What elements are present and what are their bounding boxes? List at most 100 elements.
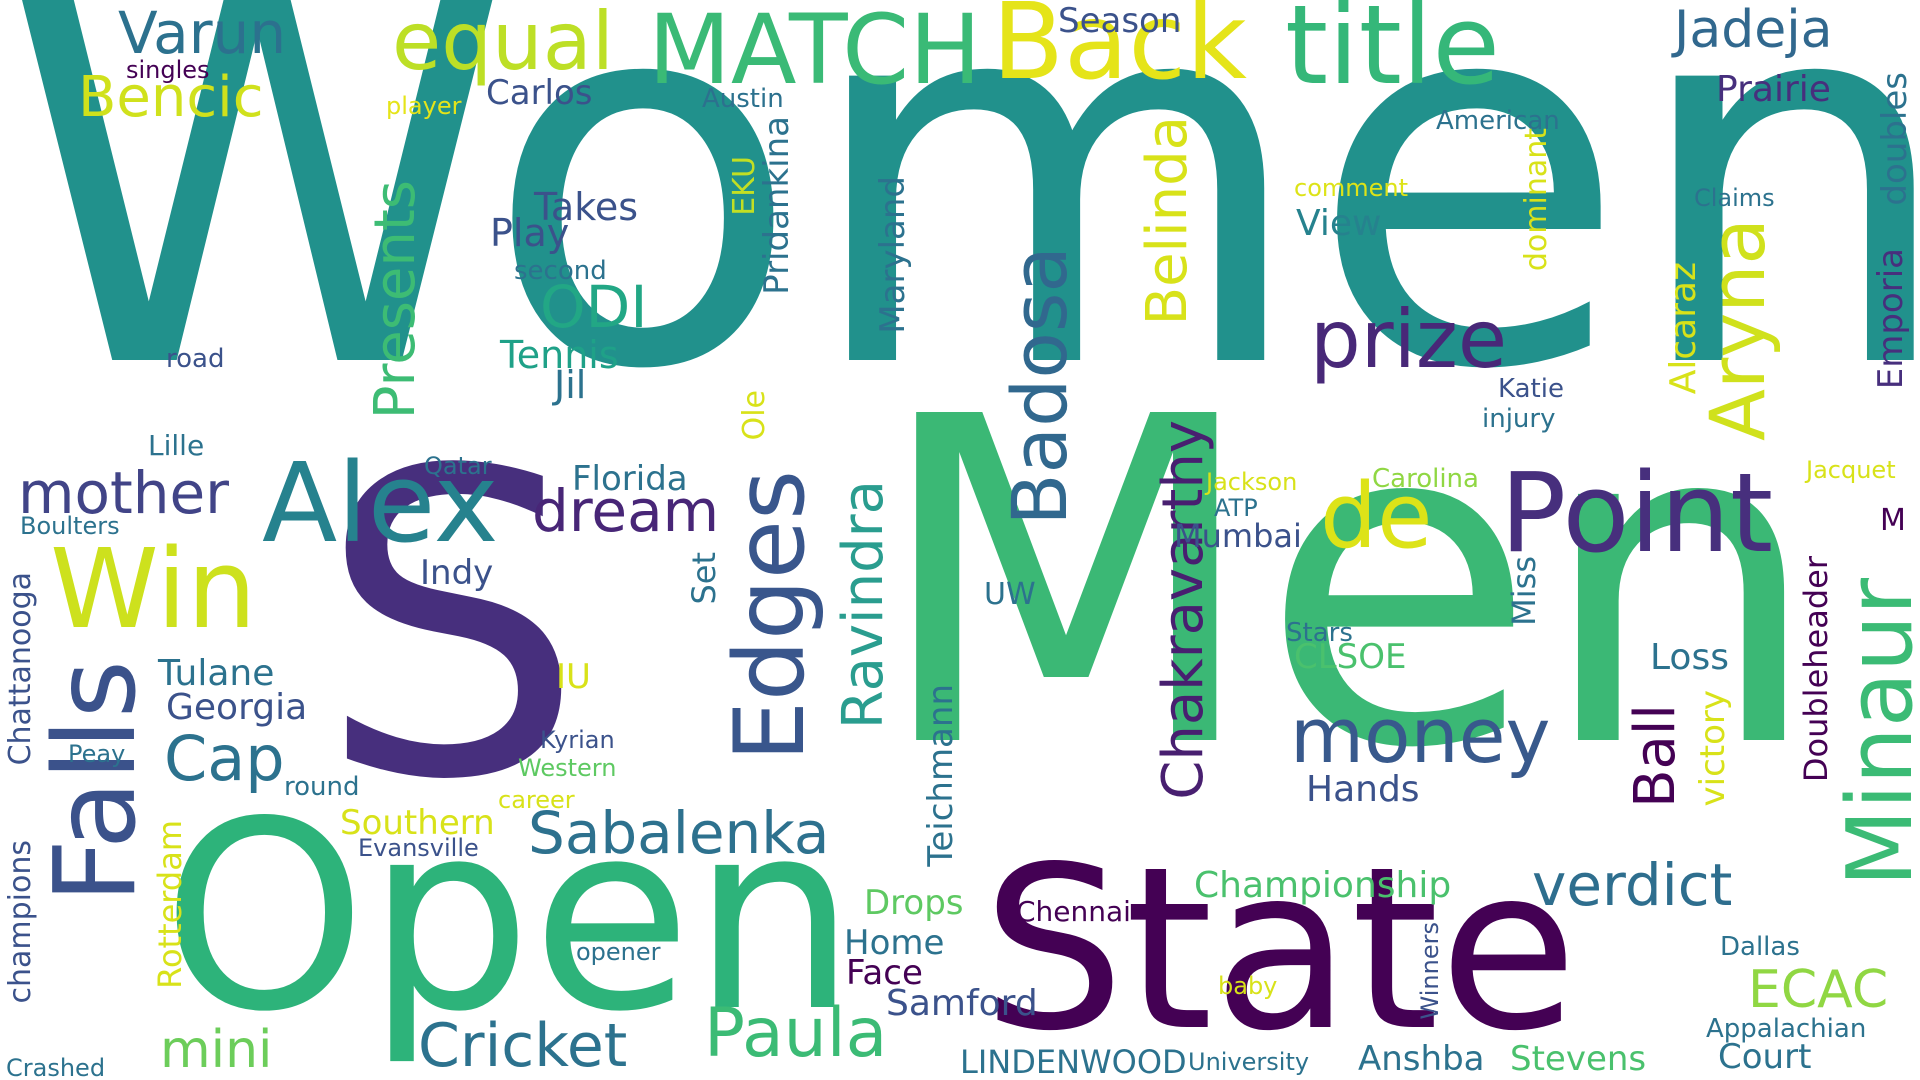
word-win: Win bbox=[50, 525, 257, 653]
word-chennai: Chennai bbox=[1016, 895, 1131, 928]
word-chattanooga: Chattanooga bbox=[3, 572, 38, 766]
word-doubles: doubles bbox=[1875, 72, 1915, 206]
word-injury: injury bbox=[1482, 404, 1556, 434]
word-jil: Jil bbox=[554, 363, 587, 407]
word-southern: Southern bbox=[340, 803, 495, 843]
word-comment: comment bbox=[1294, 174, 1409, 202]
word-emporia: Emporia bbox=[1871, 248, 1911, 390]
word-chakravarthy: Chakravarthy bbox=[1151, 420, 1216, 800]
word-anshba: Anshba bbox=[1358, 1039, 1485, 1079]
word-sabalenka: Sabalenka bbox=[528, 799, 830, 867]
word-tulane: Tulane bbox=[158, 653, 275, 694]
word-verdict: verdict bbox=[1532, 851, 1733, 919]
word-women: Women bbox=[0, 0, 1920, 483]
word-m: M bbox=[1880, 503, 1906, 538]
word-qatar: Qatar bbox=[424, 452, 492, 480]
word-set: Set bbox=[685, 552, 723, 605]
word-university: University bbox=[1188, 1048, 1310, 1076]
word-loss: Loss bbox=[1650, 637, 1729, 678]
word-claims: Claims bbox=[1694, 184, 1775, 212]
word-jacquet: Jacquet bbox=[1806, 456, 1896, 484]
word-ravindra: Ravindra bbox=[831, 480, 896, 730]
word-men: Men bbox=[872, 323, 1823, 847]
word-mother: mother bbox=[18, 459, 230, 527]
word-mini: mini bbox=[160, 1020, 273, 1080]
word-road: road bbox=[166, 344, 225, 374]
word-s: S bbox=[318, 383, 585, 872]
word-state: State bbox=[982, 819, 1578, 1080]
word-jackson: Jackson bbox=[1206, 468, 1298, 496]
word-florida: Florida bbox=[572, 459, 688, 499]
word-maryland: Maryland bbox=[873, 176, 913, 334]
word-iu: IU bbox=[556, 657, 591, 697]
word-face: Face bbox=[846, 953, 923, 993]
word-paula: Paula bbox=[704, 994, 888, 1073]
word-kyrian: Kyrian bbox=[540, 726, 615, 754]
word-stevens: Stevens bbox=[1510, 1039, 1647, 1079]
word-cricket: Cricket bbox=[418, 1011, 628, 1080]
word-home: Home bbox=[844, 923, 945, 963]
word-back: Back bbox=[992, 0, 1247, 103]
word-player: player bbox=[386, 92, 462, 120]
word-point: Point bbox=[1500, 449, 1774, 577]
word-falls: Falls bbox=[31, 660, 161, 904]
word-indy: Indy bbox=[420, 553, 494, 593]
word-cap: Cap bbox=[164, 722, 285, 795]
word-carolina: Carolina bbox=[1372, 464, 1479, 494]
word-prairie: Prairie bbox=[1716, 69, 1831, 110]
word-doubleheader: Doubleheader bbox=[1797, 556, 1835, 783]
word-victory: victory bbox=[1693, 690, 1733, 807]
word-rotterdam: Rotterdam bbox=[151, 820, 189, 989]
word-round: round bbox=[284, 772, 360, 802]
word-appalachian: Appalachian bbox=[1706, 1014, 1867, 1044]
word-georgia: Georgia bbox=[166, 687, 308, 728]
word-alex: Alex bbox=[262, 439, 499, 567]
word-second: second bbox=[514, 256, 607, 286]
word-drops: Drops bbox=[864, 883, 964, 923]
word-alcaraz: Alcaraz bbox=[1663, 262, 1704, 395]
word-uw: UW bbox=[984, 577, 1036, 612]
word-jadeja: Jadeja bbox=[1674, 0, 1833, 60]
word-western: Western bbox=[518, 754, 617, 782]
word-bencic: Bencic bbox=[78, 65, 264, 130]
word-prize: prize bbox=[1310, 293, 1508, 386]
word-money: money bbox=[1290, 691, 1551, 780]
word-open: Open bbox=[162, 767, 857, 1069]
word-crashed: Crashed bbox=[6, 1054, 106, 1080]
word-hands: Hands bbox=[1306, 769, 1420, 810]
word-aryna: Aryna bbox=[1693, 218, 1782, 441]
word-austin: Austin bbox=[702, 84, 784, 114]
word-view: View bbox=[1296, 203, 1382, 244]
word-eku: EKU bbox=[727, 156, 762, 216]
word-boulters: Boulters bbox=[20, 512, 120, 540]
word-atp: ATP bbox=[1214, 494, 1258, 522]
word-katie: Katie bbox=[1498, 374, 1564, 404]
word-miss: Miss bbox=[1505, 556, 1543, 626]
word-pridankina: Pridankina bbox=[757, 116, 797, 295]
word-equal: equal bbox=[392, 0, 614, 88]
word-minaur: Minaur bbox=[1828, 578, 1920, 887]
word-ball: Ball bbox=[1623, 704, 1688, 808]
word-ecac: ECAC bbox=[1748, 960, 1889, 1020]
word-teichmann: Teichmann bbox=[921, 684, 961, 867]
word-evansville: Evansville bbox=[358, 834, 479, 862]
word-varun: Varun bbox=[118, 0, 287, 67]
word-dallas: Dallas bbox=[1720, 932, 1800, 962]
word-season: Season bbox=[1058, 1, 1182, 41]
word-play: Play bbox=[490, 211, 570, 255]
word-opener: opener bbox=[576, 938, 661, 966]
word-title: title bbox=[1285, 0, 1501, 109]
word-badosa: Badosa bbox=[995, 246, 1084, 526]
word-presents: Presents bbox=[363, 180, 428, 420]
word-stars: Stars bbox=[1286, 618, 1353, 648]
word-edges: Edges bbox=[714, 470, 826, 762]
word-lille: Lille bbox=[148, 429, 205, 462]
word-match: MATCH bbox=[648, 0, 982, 106]
word-mumbai: Mumbai bbox=[1174, 517, 1302, 555]
word-ole: Ole bbox=[737, 390, 772, 441]
word-career: career bbox=[498, 786, 575, 814]
word-odi: ODI bbox=[540, 273, 648, 341]
word-samford: Samford bbox=[886, 983, 1038, 1024]
word-champions: champions bbox=[3, 840, 38, 1004]
word-peay: Peay bbox=[68, 740, 126, 768]
